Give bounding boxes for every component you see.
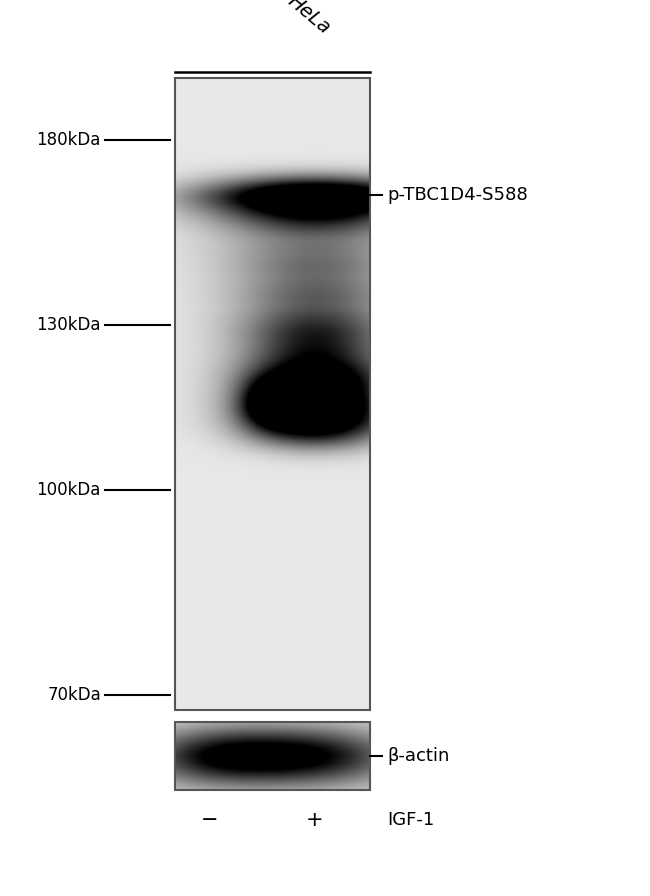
Bar bbox=[175, 722, 370, 790]
Text: 100kDa: 100kDa bbox=[36, 481, 101, 499]
Text: IGF-1: IGF-1 bbox=[387, 811, 434, 829]
Bar bbox=[175, 78, 370, 710]
Text: p-TBC1D4-S588: p-TBC1D4-S588 bbox=[387, 186, 528, 204]
Text: 70kDa: 70kDa bbox=[47, 686, 101, 704]
Text: +: + bbox=[306, 810, 324, 830]
Text: 130kDa: 130kDa bbox=[36, 316, 101, 334]
Text: 180kDa: 180kDa bbox=[36, 131, 101, 149]
Text: β-actin: β-actin bbox=[387, 747, 449, 765]
Text: HeLa: HeLa bbox=[283, 0, 334, 38]
Text: −: − bbox=[202, 810, 219, 830]
